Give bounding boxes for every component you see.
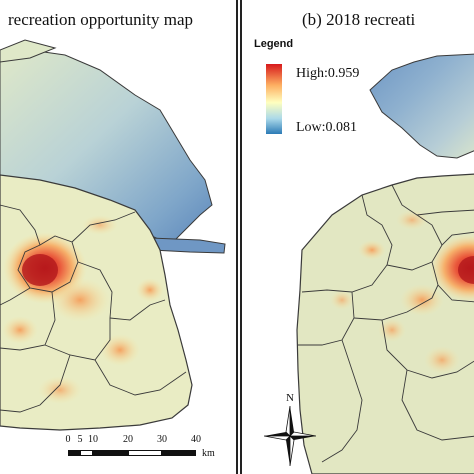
map-panel-a: recreation opportunity map 0 5 10 20 30 … (0, 0, 238, 474)
recreation-map-b (296, 53, 474, 474)
channel-strip-a (149, 237, 226, 254)
compass-rose-icon (264, 406, 316, 467)
scale-segment-3 (93, 450, 128, 456)
scale-segment-4 (128, 450, 162, 456)
legend-body: High:0.959 Low:0.081 (254, 38, 404, 148)
scale-unit: km (202, 448, 215, 459)
north-island-tip-a (0, 39, 57, 63)
scale-segment-2 (80, 450, 93, 456)
district-boundaries-a (0, 204, 187, 413)
scale-bar: 0 5 10 20 30 40 km (66, 432, 236, 472)
recreation-map-a (0, 39, 226, 431)
scale-tick-30: 30 (157, 434, 167, 445)
legend-color-ramp (266, 64, 282, 134)
legend: Legend (254, 38, 293, 50)
district-boundaries-b (298, 184, 474, 463)
legend-high-label: High:0.959 (296, 66, 360, 81)
scale-tick-5: 5 (77, 434, 83, 445)
scale-tick-0: 0 (65, 434, 71, 445)
legend-low-label: Low:0.081 (296, 120, 358, 135)
north-arrow-icon: N (264, 392, 316, 470)
map-title-b: (b) 2018 recreati (302, 10, 416, 29)
north-label: N (286, 392, 294, 404)
scale-tick-10: 10 (88, 434, 98, 445)
north-island-b (369, 53, 474, 159)
map-title-a: recreation opportunity map (8, 10, 194, 29)
scale-tick-40: 40 (191, 434, 201, 445)
scale-segment-5 (162, 450, 196, 456)
scale-tick-20: 20 (123, 434, 133, 445)
map-panel-b: (b) 2018 recreati Legend High:0.959 Low:… (240, 0, 474, 474)
legend-heading: Legend (254, 38, 294, 50)
scale-segment-1 (68, 450, 80, 456)
